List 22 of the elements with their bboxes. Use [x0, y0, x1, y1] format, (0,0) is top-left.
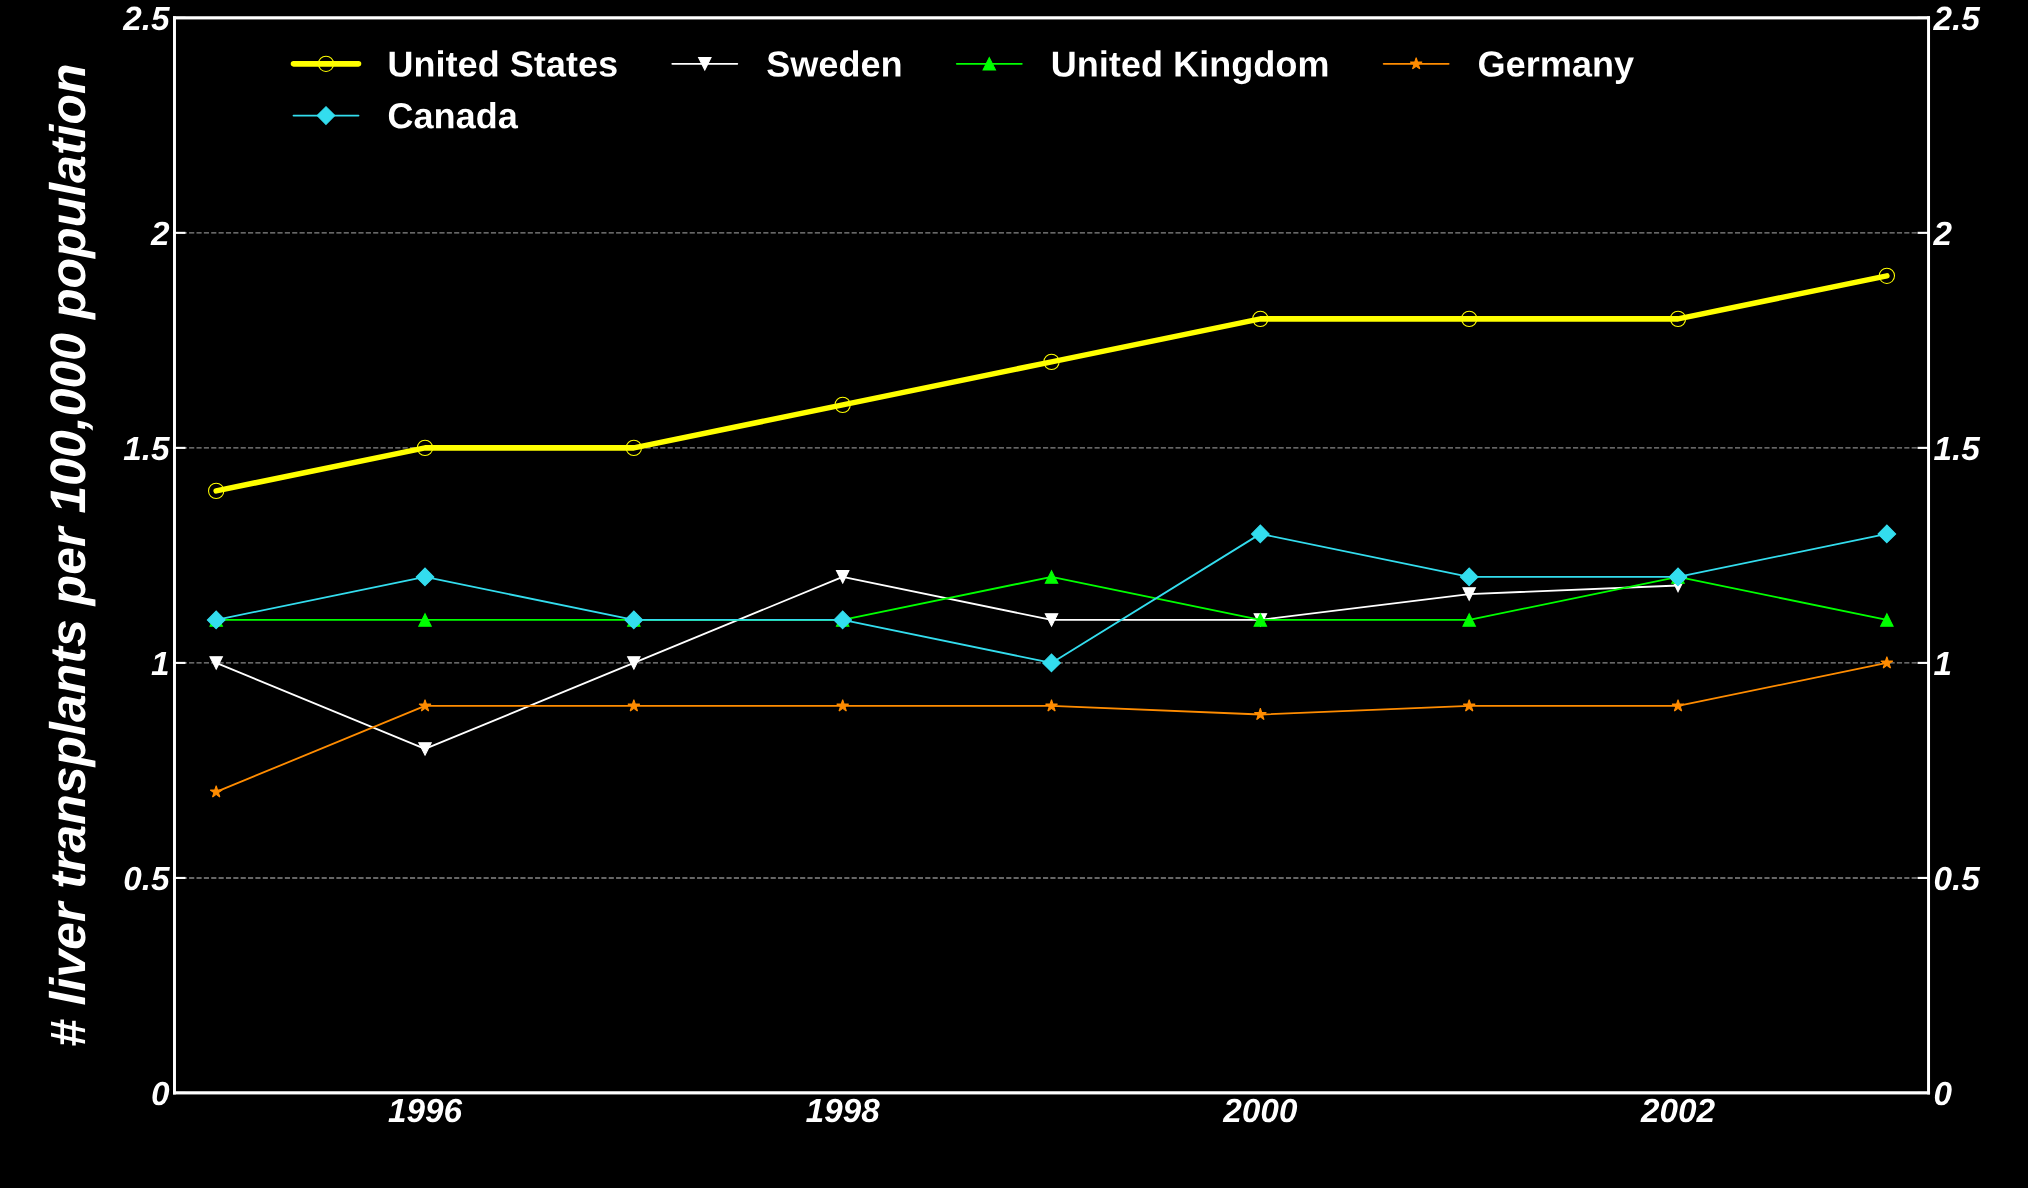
x-tick-label: 1998 — [806, 1098, 880, 1123]
y-tick-label: 2.5 — [122, 6, 170, 31]
y-tick-label: 1 — [151, 652, 168, 675]
y2-tick-label: 0.5 — [1934, 866, 1981, 891]
y2-tick-label: 2 — [1932, 221, 1952, 245]
y2-tick-label: 0 — [1934, 1081, 1952, 1106]
y2-tick-label: 1.5 — [1934, 437, 1981, 461]
legend-label: United States — [389, 50, 617, 77]
x-tick-label: 2002 — [1640, 1098, 1715, 1123]
legend-label: Sweden — [767, 50, 901, 77]
y-axis-title: # liver transplants per 100,000 population — [48, 65, 96, 1046]
legend-label: Canada — [388, 102, 519, 129]
x-tick-label: 2000 — [1222, 1098, 1298, 1123]
y-tick-label: 0.5 — [124, 866, 170, 891]
x-tick-label: 1996 — [388, 1098, 463, 1123]
legend-label: Germany — [1479, 51, 1634, 84]
y-tick-label: 0 — [152, 1081, 170, 1106]
y2-tick-label: 1 — [1934, 652, 1951, 675]
y-tick-label: 2 — [150, 221, 170, 245]
legend-label: United Kingdom — [1052, 50, 1328, 85]
y-tick-label: 1.5 — [123, 437, 170, 461]
y2-tick-label: 2.5 — [1932, 6, 1981, 31]
